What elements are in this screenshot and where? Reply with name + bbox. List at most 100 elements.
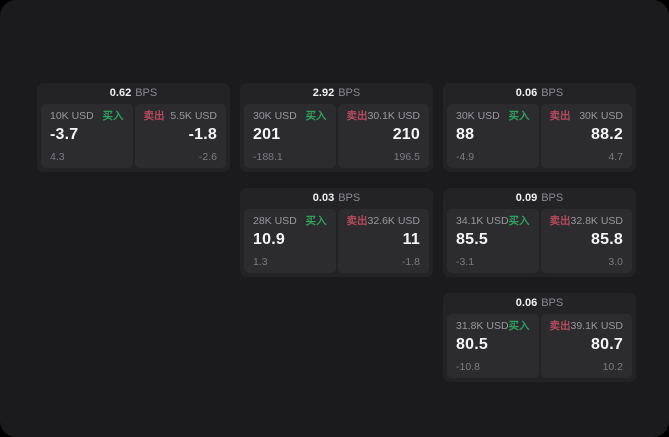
quote-panels: 28K USD 买入 10.9 1.3 卖出 32.6K USD 11 -1.8 xyxy=(244,209,429,273)
sell-sub-value: 10.2 xyxy=(602,360,623,373)
card-header: 0.06 BPS xyxy=(447,83,632,104)
buy-quote-panel[interactable]: 28K USD 买入 10.9 1.3 xyxy=(244,209,336,273)
quote-card: 0.62 BPS 10K USD 买入 -3.7 4.3 卖出 5.5K USD… xyxy=(37,83,230,172)
sell-quote-panel[interactable]: 卖出 30.1K USD 210 196.5 xyxy=(337,104,429,168)
sell-sub-value: 196.5 xyxy=(393,150,420,163)
sell-side-label: 卖出 xyxy=(549,110,571,122)
sell-sub-value: -1.8 xyxy=(401,255,420,268)
buy-panel-header: 30K USD 买入 xyxy=(456,111,530,122)
bps-value: 2.92 xyxy=(312,87,335,99)
quote-panels: 30K USD 买入 88 -4.9 卖出 30K USD 88.2 4.7 xyxy=(447,104,632,168)
buy-side-label: 买入 xyxy=(305,110,327,122)
sell-quote-panel[interactable]: 卖出 32.6K USD 11 -1.8 xyxy=(337,209,429,273)
buy-side-label: 买入 xyxy=(508,320,530,332)
bps-value: 0.06 xyxy=(515,297,538,309)
sell-panel-header: 卖出 30.1K USD xyxy=(347,111,421,122)
quote-card: 0.09 BPS 34.1K USD 买入 85.5 -3.1 卖出 32.8K… xyxy=(443,188,636,277)
sell-quote-panel[interactable]: 卖出 39.1K USD 80.7 10.2 xyxy=(540,314,632,378)
bps-label: BPS xyxy=(338,87,361,99)
buy-side-label: 买入 xyxy=(102,110,124,122)
sell-quote-panel[interactable]: 卖出 32.8K USD 85.8 3.0 xyxy=(540,209,632,273)
buy-sub-value: -3.1 xyxy=(456,255,475,268)
buy-price: 85.5 xyxy=(456,230,488,248)
bps-label: BPS xyxy=(541,87,564,99)
buy-panel-header: 34.1K USD 买入 xyxy=(456,216,530,227)
quote-panels: 31.8K USD 买入 80.5 -10.8 卖出 39.1K USD 80.… xyxy=(447,314,632,378)
card-header: 0.03 BPS xyxy=(244,188,429,209)
buy-price: -3.7 xyxy=(50,125,79,143)
sell-price: -1.8 xyxy=(188,125,217,143)
sell-amount: 32.8K USD xyxy=(570,215,624,227)
sell-amount: 30K USD xyxy=(579,110,623,122)
buy-quote-panel[interactable]: 34.1K USD 买入 85.5 -3.1 xyxy=(447,209,539,273)
bps-label: BPS xyxy=(541,297,564,309)
sell-price: 88.2 xyxy=(591,125,623,143)
bps-value: 0.06 xyxy=(515,87,538,99)
buy-amount: 10K USD xyxy=(50,110,94,122)
sell-sub-value: 4.7 xyxy=(608,150,623,163)
buy-sub-value: 4.3 xyxy=(50,150,65,163)
sell-side-label: 卖出 xyxy=(346,110,368,122)
sell-sub-value: -2.6 xyxy=(198,150,217,163)
sell-sub-value: 3.0 xyxy=(608,255,623,268)
bps-label: BPS xyxy=(338,192,361,204)
sell-panel-header: 卖出 39.1K USD xyxy=(550,321,624,332)
quote-card: 2.92 BPS 30K USD 买入 201 -188.1 卖出 30.1K … xyxy=(240,83,433,172)
buy-price: 80.5 xyxy=(456,335,488,353)
buy-side-label: 买入 xyxy=(508,215,530,227)
buy-quote-panel[interactable]: 31.8K USD 买入 80.5 -10.8 xyxy=(447,314,539,378)
bps-value: 0.03 xyxy=(312,192,335,204)
buy-panel-header: 10K USD 买入 xyxy=(50,111,124,122)
sell-amount: 30.1K USD xyxy=(367,110,421,122)
buy-panel-header: 30K USD 买入 xyxy=(253,111,327,122)
sell-price: 80.7 xyxy=(591,335,623,353)
buy-panel-header: 31.8K USD 买入 xyxy=(456,321,530,332)
quote-cards-grid: 0.62 BPS 10K USD 买入 -3.7 4.3 卖出 5.5K USD… xyxy=(37,83,636,382)
bps-value: 0.62 xyxy=(109,87,132,99)
sell-price: 210 xyxy=(392,125,420,143)
quote-panels: 30K USD 买入 201 -188.1 卖出 30.1K USD 210 1… xyxy=(244,104,429,168)
buy-quote-panel[interactable]: 30K USD 买入 88 -4.9 xyxy=(447,104,539,168)
buy-side-label: 买入 xyxy=(305,215,327,227)
buy-price: 201 xyxy=(253,125,281,143)
bps-value: 0.09 xyxy=(515,192,538,204)
bps-label: BPS xyxy=(541,192,564,204)
buy-panel-header: 28K USD 买入 xyxy=(253,216,327,227)
sell-panel-header: 卖出 32.6K USD xyxy=(347,216,421,227)
card-header: 2.92 BPS xyxy=(244,83,429,104)
sell-quote-panel[interactable]: 卖出 5.5K USD -1.8 -2.6 xyxy=(134,104,226,168)
buy-side-label: 买入 xyxy=(508,110,530,122)
bps-label: BPS xyxy=(135,87,158,99)
sell-panel-header: 卖出 32.8K USD xyxy=(550,216,624,227)
sell-quote-panel[interactable]: 卖出 30K USD 88.2 4.7 xyxy=(540,104,632,168)
sell-amount: 39.1K USD xyxy=(570,320,624,332)
buy-sub-value: -188.1 xyxy=(253,150,283,163)
buy-quote-panel[interactable]: 30K USD 买入 201 -188.1 xyxy=(244,104,336,168)
sell-amount: 32.6K USD xyxy=(367,215,421,227)
buy-amount: 30K USD xyxy=(456,110,500,122)
card-header: 0.06 BPS xyxy=(447,293,632,314)
quote-panels: 34.1K USD 买入 85.5 -3.1 卖出 32.8K USD 85.8… xyxy=(447,209,632,273)
sell-side-label: 卖出 xyxy=(143,110,165,122)
sell-side-label: 卖出 xyxy=(346,215,368,227)
sell-side-label: 卖出 xyxy=(549,320,571,332)
sell-panel-header: 卖出 5.5K USD xyxy=(144,111,218,122)
buy-quote-panel[interactable]: 10K USD 买入 -3.7 4.3 xyxy=(41,104,133,168)
buy-sub-value: 1.3 xyxy=(253,255,268,268)
buy-price: 10.9 xyxy=(253,230,285,248)
buy-price: 88 xyxy=(456,125,475,143)
buy-amount: 34.1K USD xyxy=(456,215,509,227)
quote-card: 0.03 BPS 28K USD 买入 10.9 1.3 卖出 32.6K US… xyxy=(240,188,433,277)
buy-sub-value: -4.9 xyxy=(456,150,475,163)
card-header: 0.09 BPS xyxy=(447,188,632,209)
buy-sub-value: -10.8 xyxy=(456,360,480,373)
quote-card: 0.06 BPS 30K USD 买入 88 -4.9 卖出 30K USD 8… xyxy=(443,83,636,172)
buy-amount: 31.8K USD xyxy=(456,320,509,332)
buy-amount: 30K USD xyxy=(253,110,297,122)
quote-card: 0.06 BPS 31.8K USD 买入 80.5 -10.8 卖出 39.1… xyxy=(443,293,636,382)
buy-amount: 28K USD xyxy=(253,215,297,227)
card-header: 0.62 BPS xyxy=(41,83,226,104)
sell-panel-header: 卖出 30K USD xyxy=(550,111,624,122)
quote-panels: 10K USD 买入 -3.7 4.3 卖出 5.5K USD -1.8 -2.… xyxy=(41,104,226,168)
